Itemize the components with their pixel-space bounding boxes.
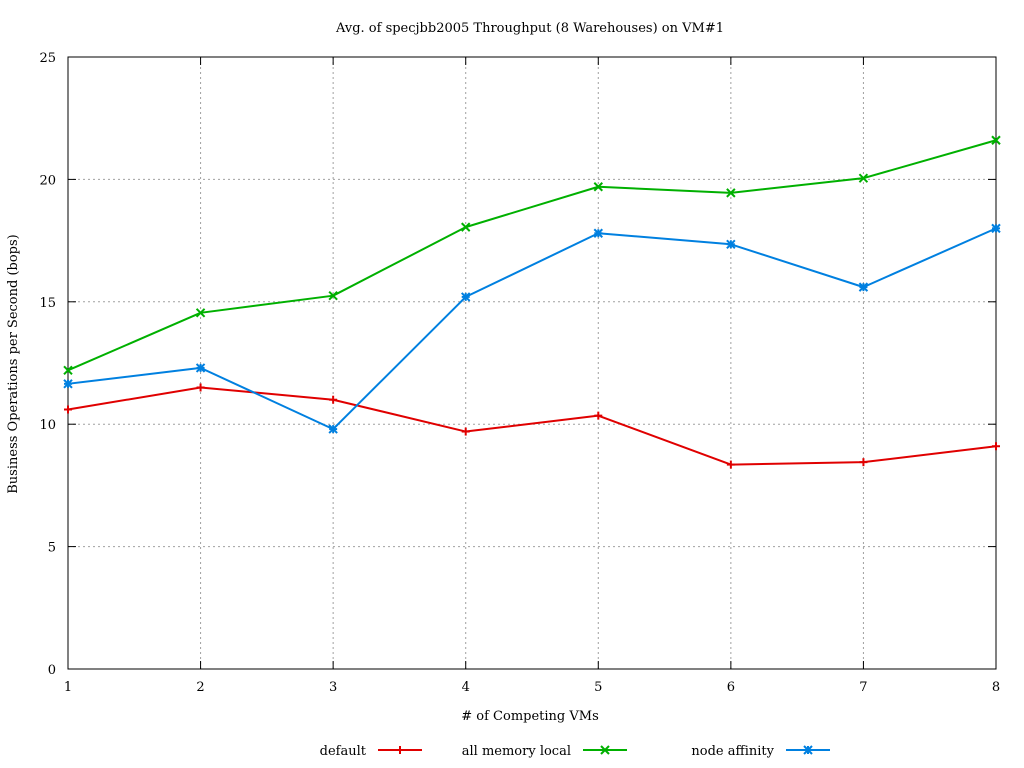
legend-marker [803,745,813,755]
data-point [63,365,73,376]
data-point [726,239,736,249]
x-axis-label: # of Competing VMs [461,709,599,724]
series-line [67,139,997,372]
legend-marker [600,745,610,755]
data-point [991,135,1001,145]
data-point [196,383,205,392]
legend-marker [396,746,404,754]
data-point [593,228,603,238]
legend-label: default [320,744,367,759]
data-point [64,405,72,414]
data-point [195,363,206,373]
data-point [859,458,868,467]
data-point [461,427,470,436]
y-tick-label: 0 [48,663,56,678]
series-1 [63,135,1001,376]
y-tick-label: 20 [39,173,56,188]
data-point [195,308,206,318]
y-tick-label: 25 [39,51,56,66]
x-tick-label: 5 [594,680,602,695]
legend-entry: all memory local [462,744,627,759]
data-point [328,290,338,301]
data-point [63,379,73,389]
axis-ticks: 0 5 10 15 20 25 1 2 3 4 5 6 7 8 [39,51,1000,695]
series-line [67,227,997,431]
series-line [67,386,997,466]
data-point [328,424,338,434]
data-point [593,182,603,192]
x-tick-label: 8 [992,680,1000,695]
data-point [858,282,869,292]
legend-label: all memory local [462,744,571,759]
data-point [461,292,471,302]
chart-title: Avg. of specjbb2005 Throughput (8 Wareho… [335,21,724,36]
data-point [858,173,869,183]
legend-entry: node affinity [691,744,830,759]
y-tick-label: 15 [39,296,56,311]
series-2 [63,223,1001,434]
x-tick-label: 2 [196,680,204,695]
data-point [461,222,471,232]
y-tick-label: 10 [39,418,56,433]
x-tick-label: 6 [727,680,735,695]
data-point [992,442,1000,451]
plot-frame [67,56,997,670]
y-tick-label: 5 [48,541,56,556]
x-tick-label: 4 [462,680,470,695]
series-0 [64,383,1000,469]
data-point [726,460,735,469]
x-tick-label: 3 [329,680,337,695]
series-lines [63,135,1001,469]
legend: default all memory local node affinity [320,744,830,759]
data-point [594,411,603,420]
legend-entry: default [320,744,422,759]
data-point [329,395,338,404]
y-axis-label: Business Operations per Second (bops) [6,234,21,494]
grid [68,57,996,669]
data-point [726,188,736,198]
data-point [991,223,1001,234]
legend-label: node affinity [691,744,774,759]
x-tick-label: 1 [64,680,72,695]
x-tick-label: 7 [859,680,867,695]
